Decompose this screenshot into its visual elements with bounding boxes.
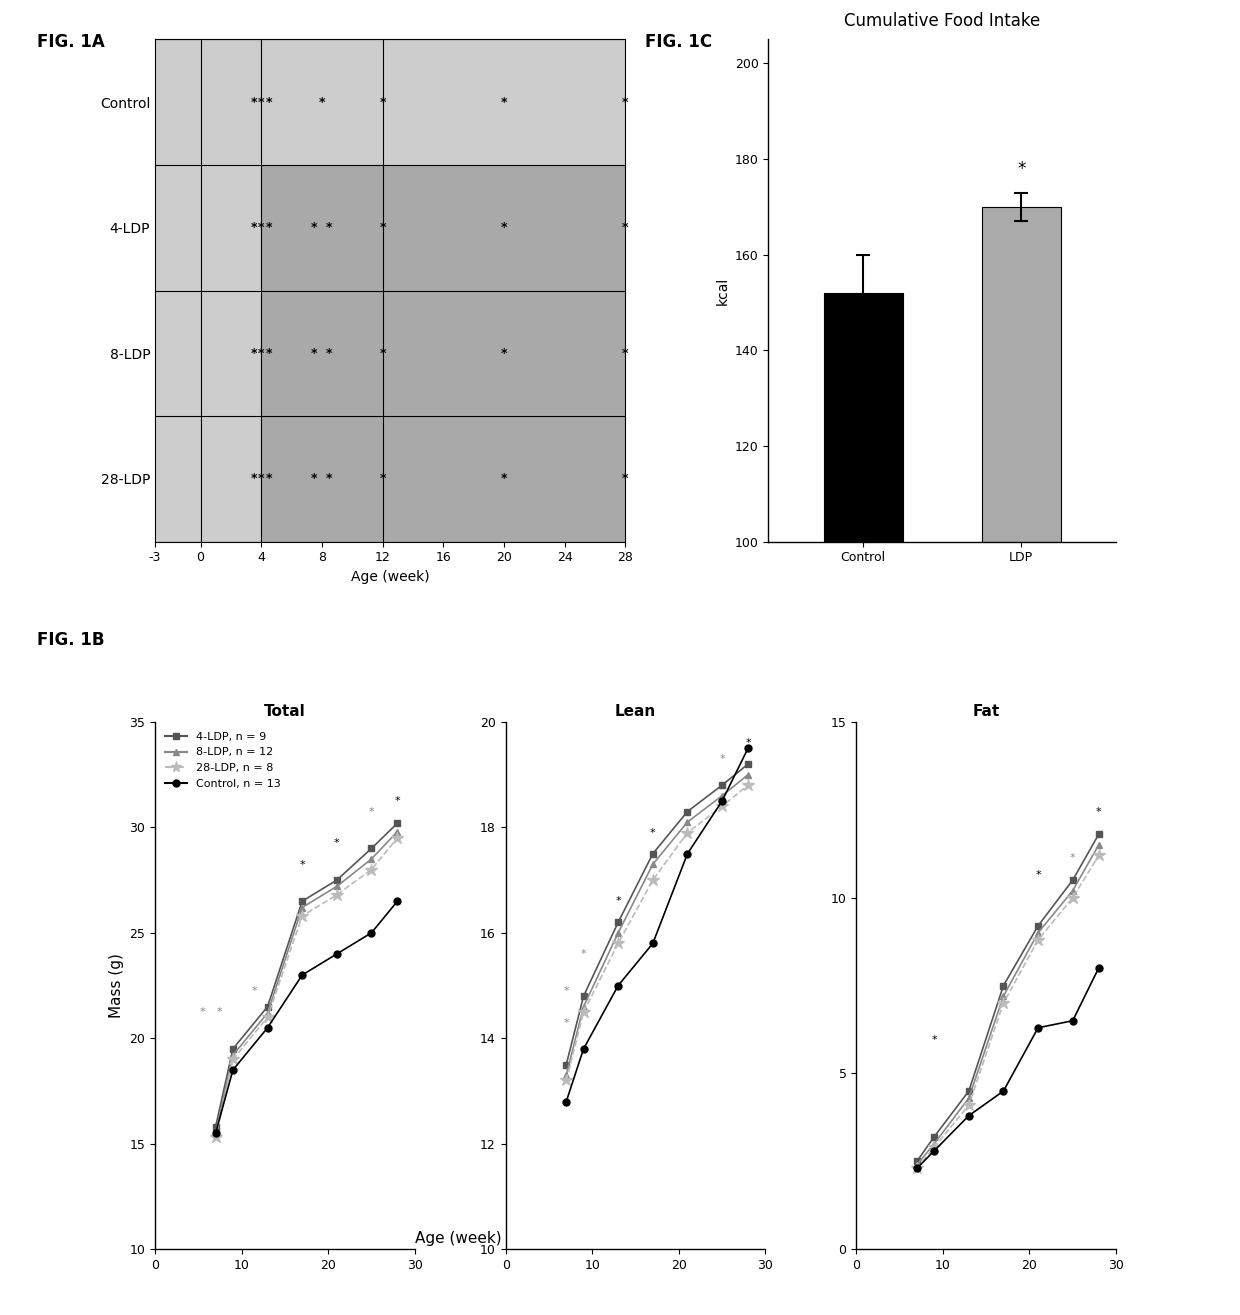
Y-axis label: kcal: kcal <box>715 276 729 305</box>
Text: *: * <box>326 221 332 234</box>
Text: *: * <box>719 753 725 764</box>
Text: *: * <box>501 472 507 485</box>
Text: *: * <box>265 96 272 109</box>
Text: *: * <box>265 221 272 234</box>
Bar <box>823 293 903 1020</box>
Text: *: * <box>252 986 258 997</box>
Text: *: * <box>311 221 317 234</box>
Text: *: * <box>250 96 257 109</box>
Title: Cumulative Food Intake: Cumulative Food Intake <box>844 12 1040 29</box>
Text: *: * <box>501 347 507 360</box>
Text: *: * <box>258 347 264 360</box>
Text: *: * <box>931 1035 937 1045</box>
Text: *: * <box>622 347 629 360</box>
Title: Lean: Lean <box>615 705 656 719</box>
Text: *: * <box>258 96 264 109</box>
Bar <box>982 206 1060 1020</box>
Text: *: * <box>1070 852 1075 863</box>
Text: *: * <box>265 347 272 360</box>
Text: *: * <box>311 472 317 485</box>
Text: *: * <box>1017 160 1025 178</box>
Text: *: * <box>326 347 332 360</box>
Text: *: * <box>250 221 257 234</box>
Title: Fat: Fat <box>972 705 999 719</box>
Text: FIG. 1B: FIG. 1B <box>37 631 104 650</box>
Title: Total: Total <box>264 705 306 719</box>
Text: *: * <box>379 221 386 234</box>
X-axis label: Age (week): Age (week) <box>351 569 429 584</box>
Text: *: * <box>368 807 374 817</box>
Text: FIG. 1A: FIG. 1A <box>37 33 105 51</box>
Text: Age (week): Age (week) <box>415 1231 502 1245</box>
Text: *: * <box>319 96 325 109</box>
Text: *: * <box>334 839 340 848</box>
Text: *: * <box>265 472 272 485</box>
Text: *: * <box>200 1007 206 1018</box>
Bar <box>155 164 625 291</box>
Text: *: * <box>622 96 629 109</box>
Text: *: * <box>258 221 264 234</box>
Text: *: * <box>379 472 386 485</box>
Text: FIG. 1C: FIG. 1C <box>645 33 712 51</box>
Text: *: * <box>326 472 332 485</box>
Text: *: * <box>501 96 507 109</box>
Text: *: * <box>580 949 587 959</box>
Bar <box>155 39 625 164</box>
Text: *: * <box>622 221 629 234</box>
Y-axis label: Mass (g): Mass (g) <box>109 953 124 1018</box>
Text: *: * <box>622 472 629 485</box>
Bar <box>155 416 625 542</box>
Text: *: * <box>650 828 656 838</box>
Legend: 4-LDP, n = 9, 8-LDP, n = 12, 28-LDP, n = 8, Control, n = 13: 4-LDP, n = 9, 8-LDP, n = 12, 28-LDP, n =… <box>160 727 285 793</box>
Text: *: * <box>250 472 257 485</box>
Text: *: * <box>745 738 751 748</box>
Text: *: * <box>1096 807 1101 817</box>
Text: *: * <box>1035 871 1040 880</box>
Text: *: * <box>379 347 386 360</box>
Text: *: * <box>563 1018 569 1028</box>
Text: *: * <box>311 347 317 360</box>
Text: *: * <box>501 221 507 234</box>
Text: *: * <box>250 347 257 360</box>
Bar <box>155 291 625 416</box>
Text: *: * <box>563 986 569 997</box>
Text: *: * <box>379 96 386 109</box>
Text: *: * <box>394 797 401 806</box>
Text: *: * <box>217 1007 223 1018</box>
Text: *: * <box>299 860 305 869</box>
Text: *: * <box>615 897 621 906</box>
Text: *: * <box>258 472 264 485</box>
